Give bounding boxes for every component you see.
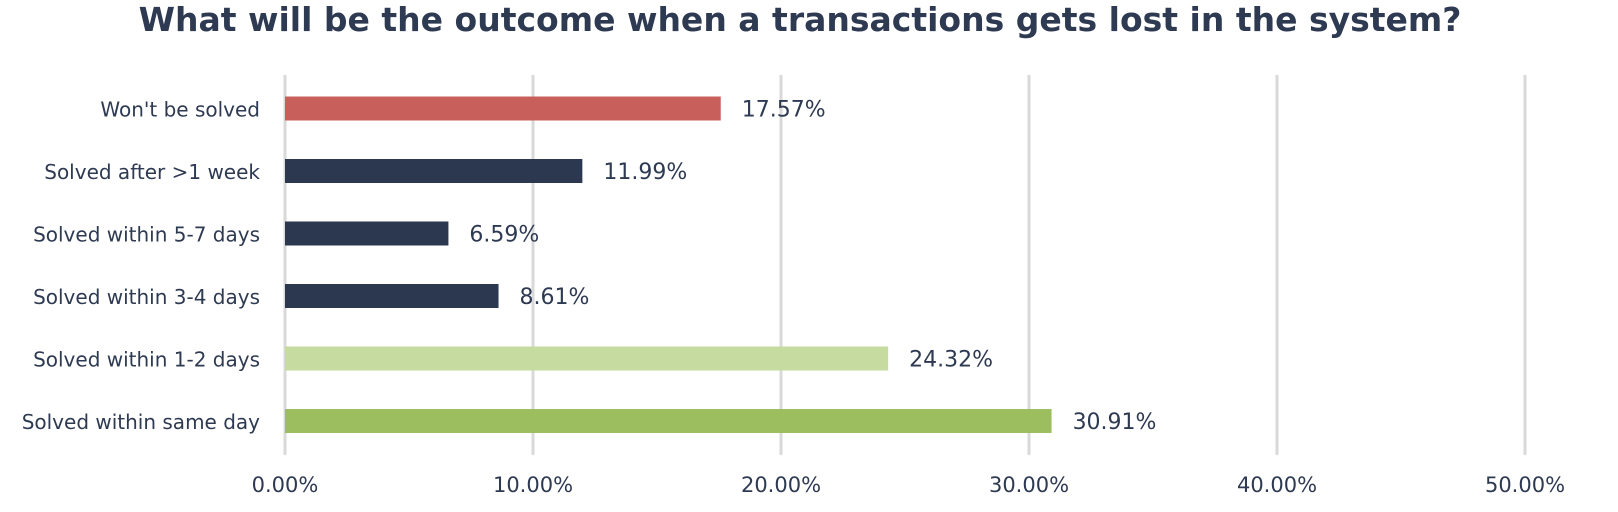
data-labels: 17.57% 11.99% 6.59% 8.61% 24.32% 30.91% (469, 98, 1156, 436)
category-label: Solved within same day (22, 410, 260, 434)
category-labels: Won't be solved Solved after >1 week Solve… (22, 98, 261, 435)
data-label: 8.61% (520, 285, 590, 310)
data-label: 11.99% (603, 160, 687, 185)
data-label: 6.59% (469, 223, 539, 248)
bar (285, 159, 583, 183)
x-tick-label: 40.00% (1237, 473, 1317, 497)
x-tick-labels: 0.00% 10.00% 20.00% 30.00% 40.00% 50.00% (252, 473, 1565, 497)
category-label: Solved after >1 week (44, 160, 260, 184)
bar (285, 346, 889, 371)
x-tick-label: 10.00% (493, 473, 573, 497)
x-tick-label: 50.00% (1485, 473, 1565, 497)
x-tick-label: 0.00% (252, 473, 319, 497)
bar (285, 96, 721, 121)
category-label: Solved within 3-4 days (33, 285, 260, 309)
category-label: Solved within 1-2 days (33, 348, 260, 372)
bar (285, 221, 449, 246)
data-label: 30.91% (1073, 410, 1157, 435)
bars (285, 96, 1052, 433)
data-label: 24.32% (909, 348, 993, 373)
bar (285, 284, 499, 308)
category-label: Solved within 5-7 days (33, 223, 260, 247)
bar (285, 409, 1052, 433)
x-tick-label: 20.00% (741, 473, 821, 497)
gridlines (283, 75, 1527, 455)
category-label: Won't be solved (100, 98, 260, 122)
x-tick-label: 30.00% (989, 473, 1069, 497)
chart-title: What will be the outcome when a transact… (138, 0, 1462, 39)
data-label: 17.57% (742, 98, 826, 123)
